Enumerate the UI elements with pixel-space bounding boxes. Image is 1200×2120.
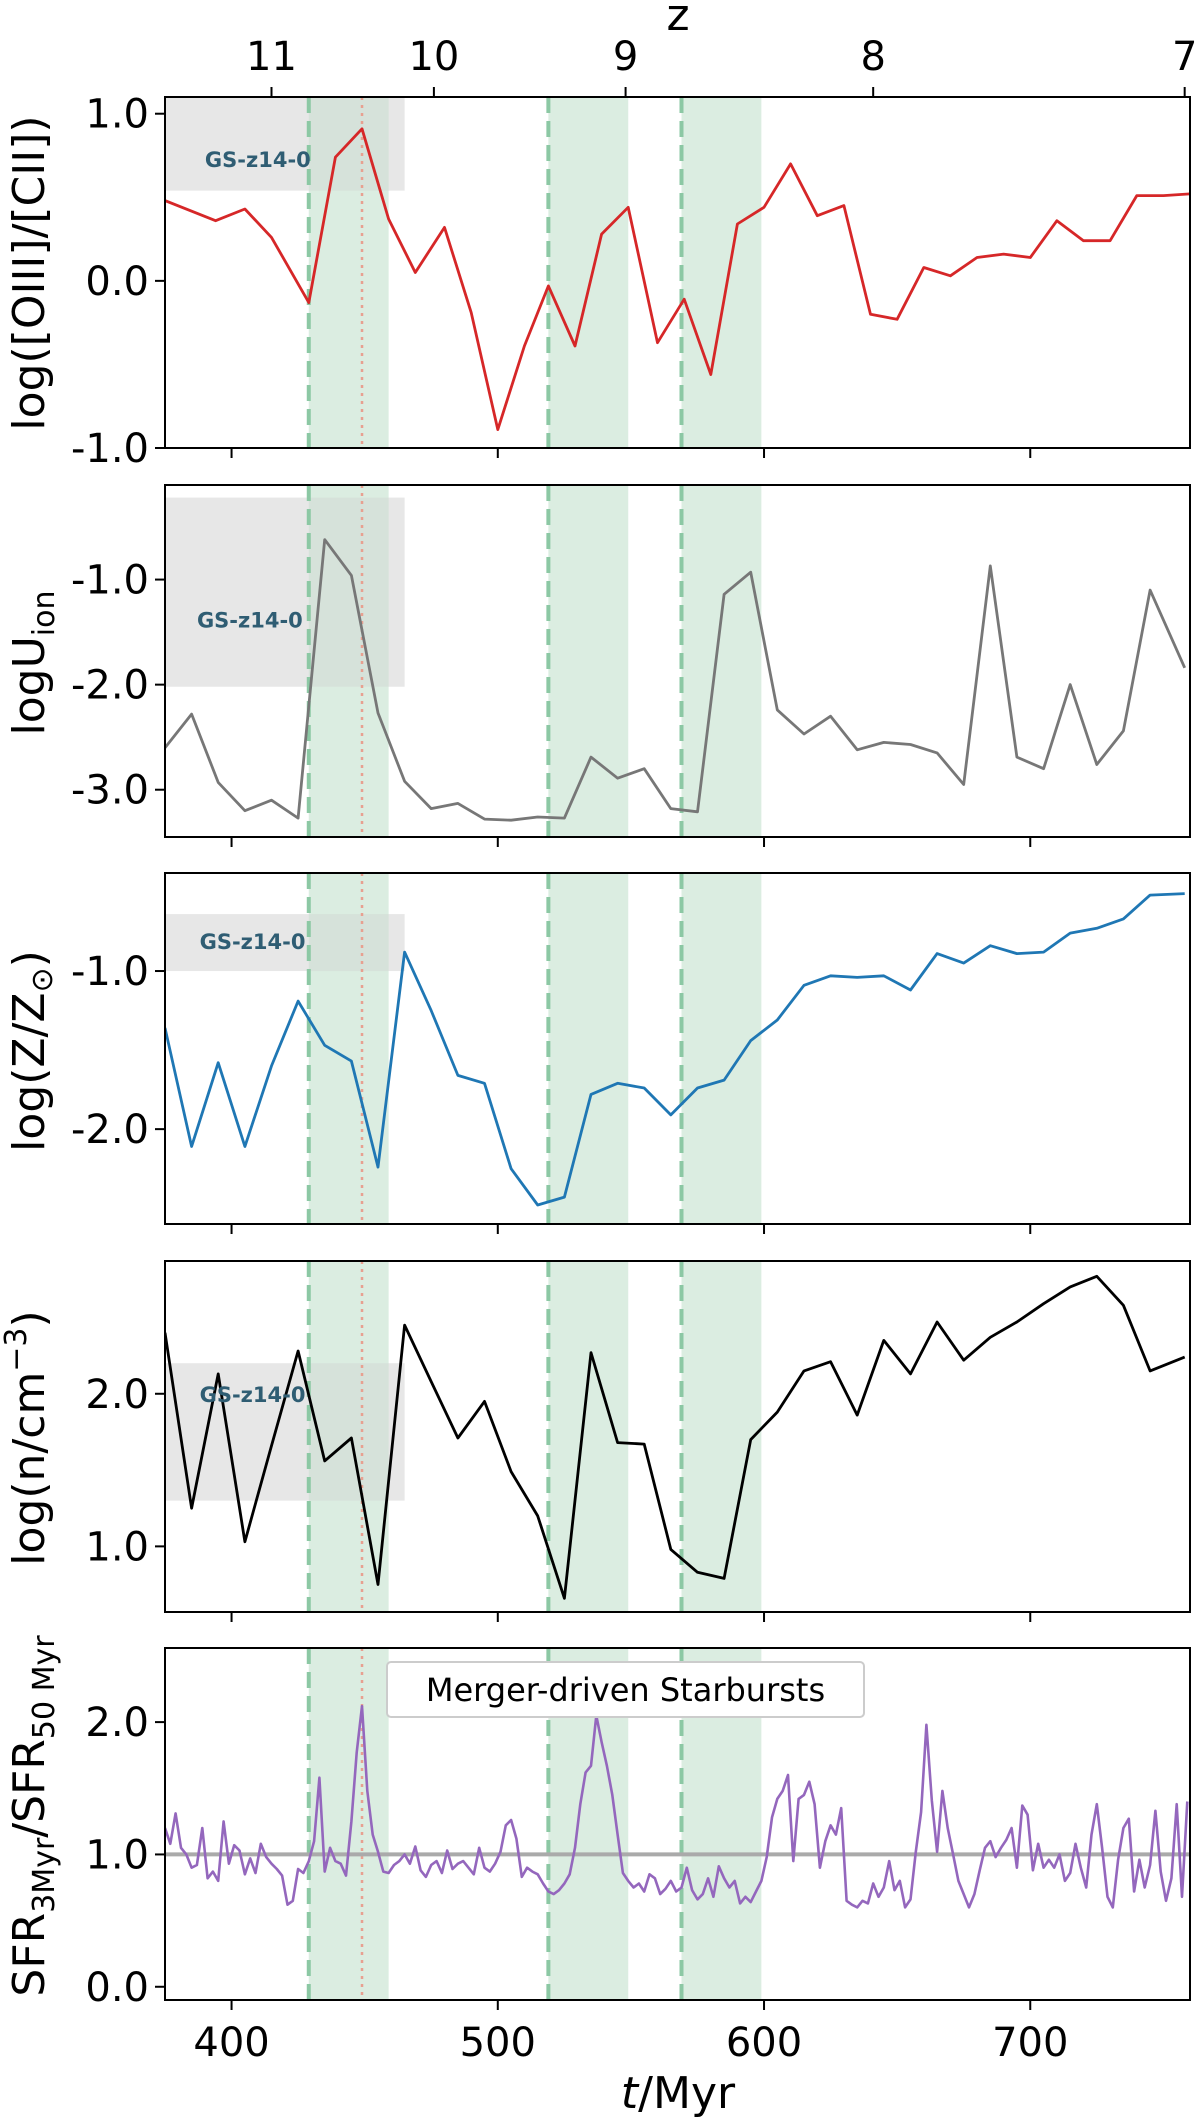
series-line	[165, 538, 1186, 822]
panel-frame	[164, 1260, 1191, 1613]
panel-plot-area	[165, 873, 1185, 1224]
ylabel-oiii-cii: log([OIII]/[CII])	[4, 115, 55, 430]
ylabel-uion-sub: ion	[27, 591, 62, 637]
panel-oiii-cii: GS-z14-0 1.0 0.0 -1.0	[71, 92, 1191, 472]
y-tick-label: 0.0	[85, 1965, 149, 2011]
ylabel-metallicity-sun: ⊙	[25, 967, 60, 992]
ref-label: GS-z14-0	[205, 148, 311, 172]
series-line	[165, 127, 1190, 432]
y-tick-label: -1.0	[71, 558, 149, 604]
ylabel-metallicity-close: )	[4, 950, 55, 967]
ylabel-sfr-sub1: 3Myr	[27, 1837, 62, 1913]
panel-frame	[164, 872, 1191, 1225]
starburst-window	[681, 97, 762, 448]
panel-frame	[164, 1647, 1191, 2001]
starburst-window	[681, 485, 762, 837]
y-tick-label: 1.0	[85, 1832, 149, 1878]
ylabel-density-close: )	[4, 1310, 55, 1327]
ylabel-sfr-main1: SFR	[4, 1913, 55, 1997]
x-tick-label: 600	[726, 2020, 802, 2066]
top-tick-label: 7	[1172, 34, 1197, 80]
panel-metallicity: GS-z14-0 -1.0 -2.0	[71, 872, 1191, 1234]
panel-frame	[164, 96, 1191, 449]
x-tick-label: 500	[460, 2020, 536, 2066]
starburst-window	[548, 873, 629, 1224]
starburst-window	[681, 1261, 762, 1612]
starburst-window	[308, 1261, 389, 1612]
ylabel-sfr-slash: /SFR	[4, 1739, 55, 1838]
ylabel-metallicity-main: log(Z/Z	[4, 992, 55, 1151]
ylabel-sfr-sub2: 50 Myr	[27, 1635, 62, 1739]
y-tick-label: 0.0	[85, 259, 149, 305]
panel-plot-area	[165, 1261, 1186, 1612]
ref-label: GS-z14-0	[197, 608, 303, 632]
y-tick-label: 2.0	[85, 1700, 149, 1746]
y-tick-label: -1.0	[71, 949, 149, 995]
y-tick-label: 2.0	[85, 1372, 149, 1418]
starburst-window	[308, 485, 389, 837]
y-tick-label: -2.0	[71, 1107, 149, 1153]
ref-region-overlay	[165, 497, 405, 687]
top-tick-label: 9	[613, 34, 638, 80]
starburst-window	[548, 485, 629, 837]
top-tick-label: 11	[246, 34, 297, 80]
top-tick-label: 8	[860, 34, 885, 80]
x-tick-label: 700	[992, 2020, 1068, 2066]
panel-sfr-ratio: Merger-driven Starbursts 2.0 1.0 0.0	[85, 1647, 1191, 2011]
panel-density: GS-z14-0 2.0 1.0	[85, 1260, 1191, 1622]
x-axis-label-var: t	[621, 2068, 640, 2119]
ylabel-density-sup: −3	[0, 1327, 34, 1371]
bottom-axis-ticks: 400 500 600 700	[193, 2020, 1068, 2066]
ref-region-overlay	[165, 1363, 405, 1501]
starburst-window	[681, 873, 762, 1224]
panel-frame	[164, 484, 1191, 838]
ref-label: GS-z14-0	[200, 930, 306, 954]
panel-uion: GS-z14-0 -1.0 -2.0 -3.0	[71, 484, 1191, 847]
legend-box	[386, 1661, 865, 1718]
ylabel-metallicity: log(Z/Z⊙)	[4, 950, 60, 1152]
y-tick-label: 1.0	[85, 1524, 149, 1570]
top-tick-label: 10	[408, 34, 459, 80]
ylabel-uion: logUion	[4, 591, 62, 736]
x-axis-label: t/Myr	[621, 2068, 736, 2119]
panel-plot-area	[165, 485, 1186, 837]
ref-label: GS-z14-0	[200, 1383, 306, 1407]
ref-region-overlay	[165, 914, 405, 972]
ylabel-density: log(n/cm−3)	[0, 1310, 55, 1565]
starburst-window	[548, 97, 629, 448]
top-axis-ticks: 11 10 9 8 7	[246, 34, 1197, 97]
top-axis-label: z	[666, 0, 689, 41]
y-tick-label: 1.0	[85, 92, 149, 138]
legend-label: Merger-driven Starbursts	[426, 1671, 825, 1709]
y-tick-label: -3.0	[71, 768, 149, 814]
ylabel-sfr-ratio: SFR3Myr/SFR50 Myr	[4, 1635, 62, 1997]
series-line	[165, 1274, 1186, 1600]
starburst-window	[308, 873, 389, 1224]
x-axis-label-unit: /Myr	[638, 2068, 736, 2119]
y-tick-label: -2.0	[71, 663, 149, 709]
starburst-window	[308, 97, 389, 448]
series-line	[165, 892, 1185, 1207]
y-tick-label: -1.0	[71, 426, 149, 472]
x-tick-label: 400	[193, 2020, 269, 2066]
ylabel-density-main: log(n/cm	[4, 1372, 55, 1566]
series-line	[165, 1704, 1189, 1909]
ref-region-overlay	[165, 97, 405, 191]
ylabel-uion-main: logU	[4, 636, 55, 735]
panel-plot-area	[165, 97, 1190, 448]
